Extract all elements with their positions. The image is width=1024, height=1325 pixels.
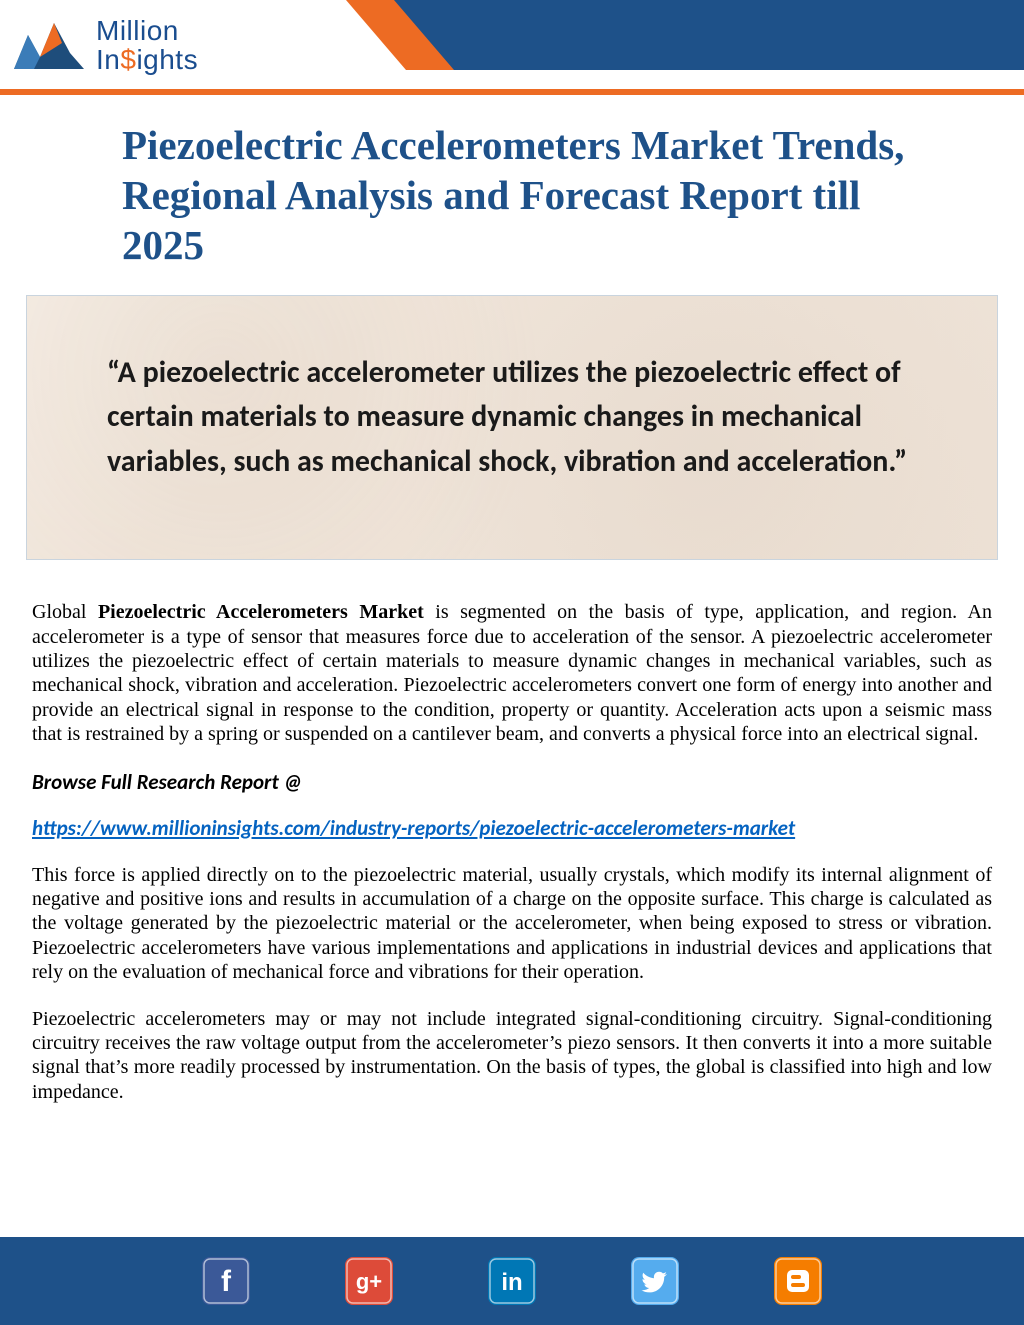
facebook-icon[interactable]: f	[202, 1257, 250, 1305]
para1-bold: Piezoelectric Accelerometers Market	[98, 601, 424, 623]
linkedin-icon[interactable]: in	[488, 1257, 536, 1305]
para1-lead: Global	[32, 601, 98, 623]
paragraph-3: Piezoelectric accelerometers may or may …	[32, 1007, 992, 1105]
browse-label: Browse Full Research Report @	[32, 769, 992, 795]
header-decoration	[304, 0, 1024, 95]
logo-mark-icon	[10, 15, 88, 75]
svg-text:in: in	[501, 1269, 522, 1296]
svg-text:g+: g+	[356, 1269, 382, 1294]
logo-text: Million In$ights	[96, 16, 198, 75]
page-footer: f g+ in	[0, 1237, 1024, 1325]
page-title: Piezoelectric Accelerometers Market Tren…	[122, 120, 952, 270]
quote-box: “A piezoelectric accelerometer utilizes …	[26, 295, 998, 560]
svg-text:f: f	[221, 1265, 232, 1298]
logo-line2: In$ights	[96, 45, 198, 74]
logo-line1: Million	[96, 16, 198, 45]
googleplus-icon[interactable]: g+	[345, 1257, 393, 1305]
header-orange-bar	[0, 89, 1024, 95]
logo-line2-pre: In	[96, 44, 120, 75]
paragraph-2: This force is applied directly on to the…	[32, 863, 992, 985]
paragraph-1: Global Piezoelectric Accelerometers Mark…	[32, 600, 992, 746]
logo-dollar-icon: $	[120, 44, 136, 75]
page-content: Piezoelectric Accelerometers Market Tren…	[0, 95, 1024, 1104]
blogger-icon[interactable]	[774, 1257, 822, 1305]
twitter-icon[interactable]	[631, 1257, 679, 1305]
page-header: Million In$ights	[0, 0, 1024, 95]
logo-line2-post: ights	[136, 44, 198, 75]
report-link[interactable]: https://www.millioninsights.com/industry…	[32, 815, 992, 841]
brand-logo: Million In$ights	[10, 15, 198, 75]
quote-text: “A piezoelectric accelerometer utilizes …	[107, 351, 957, 484]
